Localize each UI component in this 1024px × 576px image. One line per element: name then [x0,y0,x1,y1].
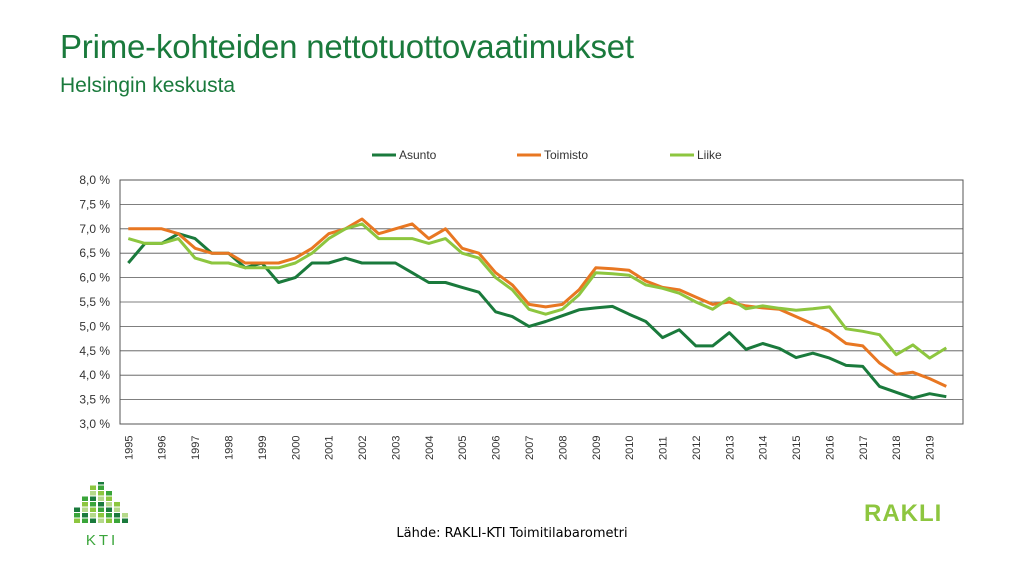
kti-logo-block [98,502,104,507]
y-tick-label: 3,0 % [79,417,110,431]
kti-logo-text: KTI [85,532,119,549]
kti-logo-block [74,513,80,518]
series-line-asunto [127,232,947,400]
gridlines [120,203,963,401]
x-tick-label: 2011 [658,436,670,460]
kti-logo-block [98,482,104,485]
kti-logo-block [122,518,128,523]
x-tick-label: 2007 [524,436,536,460]
x-tick-label: 1999 [257,436,269,460]
chart-title: Prime-kohteiden nettotuottovaatimukset [60,28,634,65]
kti-logo-block [106,502,112,507]
x-tick-label: 2005 [457,436,469,460]
y-tick-label: 5,0 % [79,319,110,333]
kti-logo-block [90,502,96,507]
x-tick-label: 2008 [557,436,569,460]
kti-logo-block [82,496,88,501]
kti-logo-block [98,518,104,523]
x-tick-label: 2009 [591,436,603,460]
kti-logo-block [106,513,112,518]
x-tick-label: 2019 [925,436,937,460]
x-tick-label: 2003 [390,436,402,460]
x-tick-label: 1997 [190,436,202,460]
kti-logo-block [106,518,112,523]
kti-logo-block [114,518,120,523]
series-group [127,217,948,400]
x-tick-label: 2015 [791,436,803,460]
series-line-toimisto [128,217,947,388]
x-axis: 1995 1996 1997 1998 1999 2000 2001 2002 2003 2004… [123,436,936,460]
y-tick-label: 6,0 % [79,271,110,285]
y-tick-label: 4,0 % [79,368,110,382]
chart-legend: Asunto Toimisto Liike [372,148,722,162]
x-tick-label: 2004 [424,436,436,460]
x-tick-label: 2017 [858,436,870,460]
x-tick-label: 2002 [357,436,369,460]
y-tick-label: 7,0 % [79,222,110,236]
legend-label: Toimisto [544,148,588,162]
kti-logo-block [90,496,96,501]
y-axis: 8,0 % 7,5 % 7,0 % 6,5 % 6,0 % 5,5 % 5,0 % 4,5 %… [79,173,110,431]
x-tick-label: 2000 [290,436,302,460]
y-tick-label: 6,5 % [79,246,110,260]
kti-logo-block [90,485,96,490]
kti-logo-block [82,507,88,512]
kti-logo-block [82,513,88,518]
x-tick-label: 2014 [758,436,770,460]
series-line-liike [127,222,948,360]
rakli-logo: RAKLI [864,500,943,527]
kti-logo-icon [74,482,128,523]
kti-logo-block [98,507,104,512]
x-tick-label: 1995 [123,436,135,460]
source-note: Lähde: RAKLI-KTI Toimitilabarometri [396,526,628,541]
y-tick-label: 7,5 % [79,197,110,211]
kti-logo-block [90,507,96,512]
kti-logo-block [98,491,104,496]
kti-logo-block [106,496,112,501]
kti-logo-block [90,518,96,523]
x-tick-label: 2012 [691,436,703,460]
x-tick-label: 2001 [324,436,336,460]
kti-logo-block [98,485,104,490]
kti-logo-block [98,513,104,518]
legend-label: Asunto [399,148,437,162]
kti-logo-block [106,507,112,512]
y-tick-label: 3,5 % [79,393,110,407]
kti-logo-block [82,502,88,507]
y-tick-label: 8,0 % [79,173,110,187]
kti-logo-block [114,502,120,507]
kti-logo-block [114,513,120,518]
kti-logo-block [82,518,88,523]
kti-logo-block [74,518,80,523]
x-tick-label: 1998 [224,436,236,460]
x-tick-label: 2018 [891,436,903,460]
y-tick-label: 4,5 % [79,344,110,358]
x-tick-label: 2006 [491,436,503,460]
kti-logo-block [114,507,120,512]
kti-logo-block [106,491,112,496]
x-tick-label: 2013 [724,436,736,460]
kti-logo-block [90,491,96,496]
x-tick-label: 1996 [157,436,169,460]
y-tick-label: 5,5 % [79,295,110,309]
kti-logo-block [122,513,128,518]
kti-logo-block [74,507,80,512]
kti-logo-block [90,513,96,518]
chart-subtitle: Helsingin keskusta [60,74,236,97]
kti-logo-block [98,496,104,501]
legend-label: Liike [697,148,722,162]
x-tick-label: 2016 [824,436,836,460]
x-tick-label: 2010 [624,436,636,460]
plot-frame [119,179,964,425]
